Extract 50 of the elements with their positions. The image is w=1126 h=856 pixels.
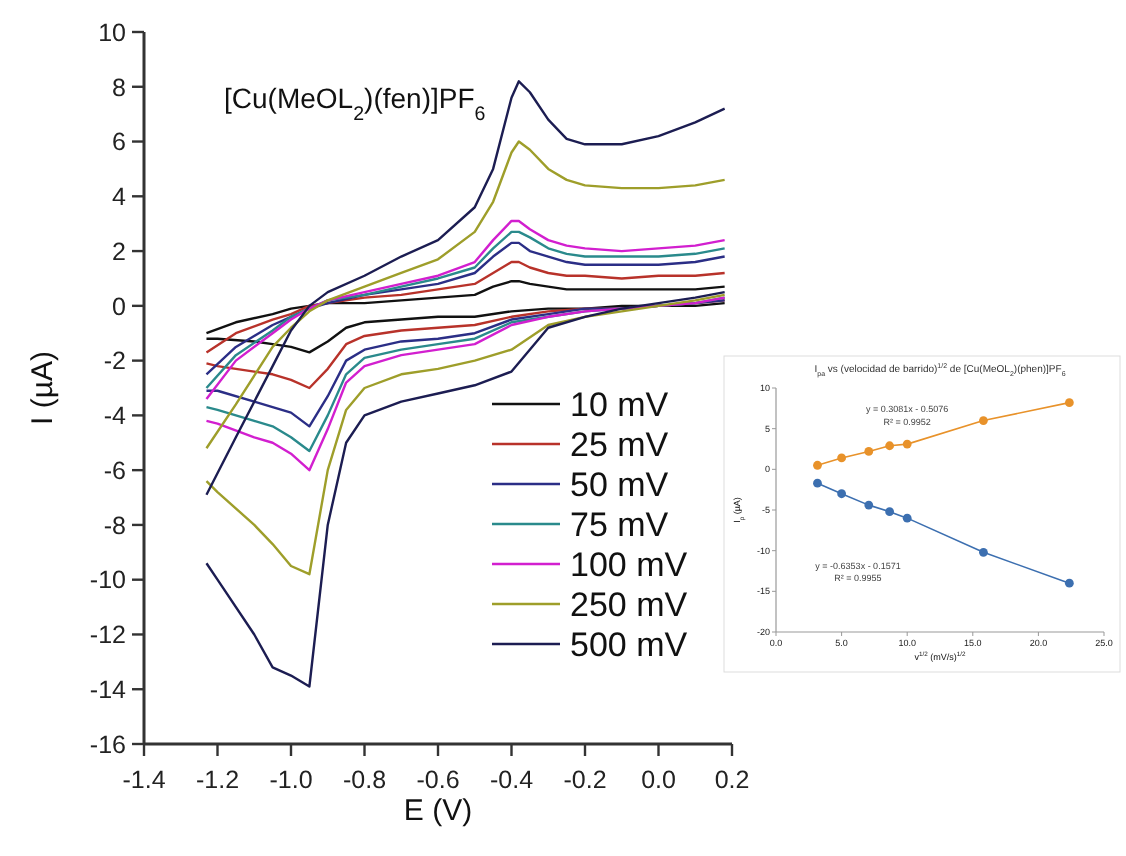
point: [979, 547, 988, 557]
legend-label: 500 mV: [570, 625, 689, 664]
legend-label: 10 mV: [570, 385, 670, 424]
point: [813, 460, 822, 470]
point: [902, 513, 912, 523]
point: [1064, 578, 1074, 588]
x-tick-label: -1.4: [122, 766, 166, 794]
legend-label: 100 mV: [570, 545, 689, 584]
point: [837, 489, 846, 499]
point: [813, 478, 822, 488]
y-tick-label: -16: [89, 730, 127, 759]
y-tick-label: 10: [98, 18, 127, 47]
y-tick-label: -14: [89, 675, 127, 704]
point: [979, 416, 988, 425]
y-tick-label: 8: [112, 73, 127, 102]
y-tick-label: -10: [89, 566, 127, 595]
x-tick-label: -0.8: [342, 766, 387, 794]
x-tick-label: -0.6: [416, 766, 460, 794]
x-tick-label: -0.4: [489, 766, 534, 794]
point: [885, 507, 895, 517]
y-tick-label: 2: [112, 237, 127, 266]
y-axis-title: I (µA): [26, 351, 60, 425]
x-tick-label: 0.0: [641, 766, 676, 794]
legend-label: 250 mV: [570, 585, 689, 624]
x-tick-label: -0.2: [563, 766, 607, 794]
y-tick-label: 4: [112, 183, 127, 212]
x-tick-label: -1.0: [269, 766, 313, 794]
line-series: [205, 80, 726, 496]
point: [864, 500, 874, 510]
point: [837, 453, 846, 463]
point: [1064, 398, 1074, 408]
y-tick-label: -4: [103, 402, 127, 431]
text: [Cu(MeOL$_{2}$)(fen)]PF$_{6}$: [224, 82, 487, 125]
legend-label: 25 mV: [570, 425, 670, 464]
x-tick-label: -1.2: [195, 766, 240, 794]
x-axis-title: E (V): [403, 794, 473, 828]
y-tick-label: -2: [103, 347, 127, 376]
line-series: [205, 260, 726, 354]
y-tick-label: -8: [103, 511, 127, 540]
y-tick-label: 6: [112, 128, 127, 157]
point: [885, 441, 895, 451]
y-tick-label: -6: [103, 456, 127, 485]
point: [902, 439, 912, 449]
legend-label: 75 mV: [570, 505, 670, 544]
y-tick-label: -12: [89, 621, 127, 650]
line-series: [205, 241, 726, 376]
legend-label: 50 mV: [570, 465, 670, 504]
y-tick-label: 0: [112, 292, 127, 321]
point: [864, 447, 874, 456]
x-tick-label: 0.2: [714, 766, 750, 794]
